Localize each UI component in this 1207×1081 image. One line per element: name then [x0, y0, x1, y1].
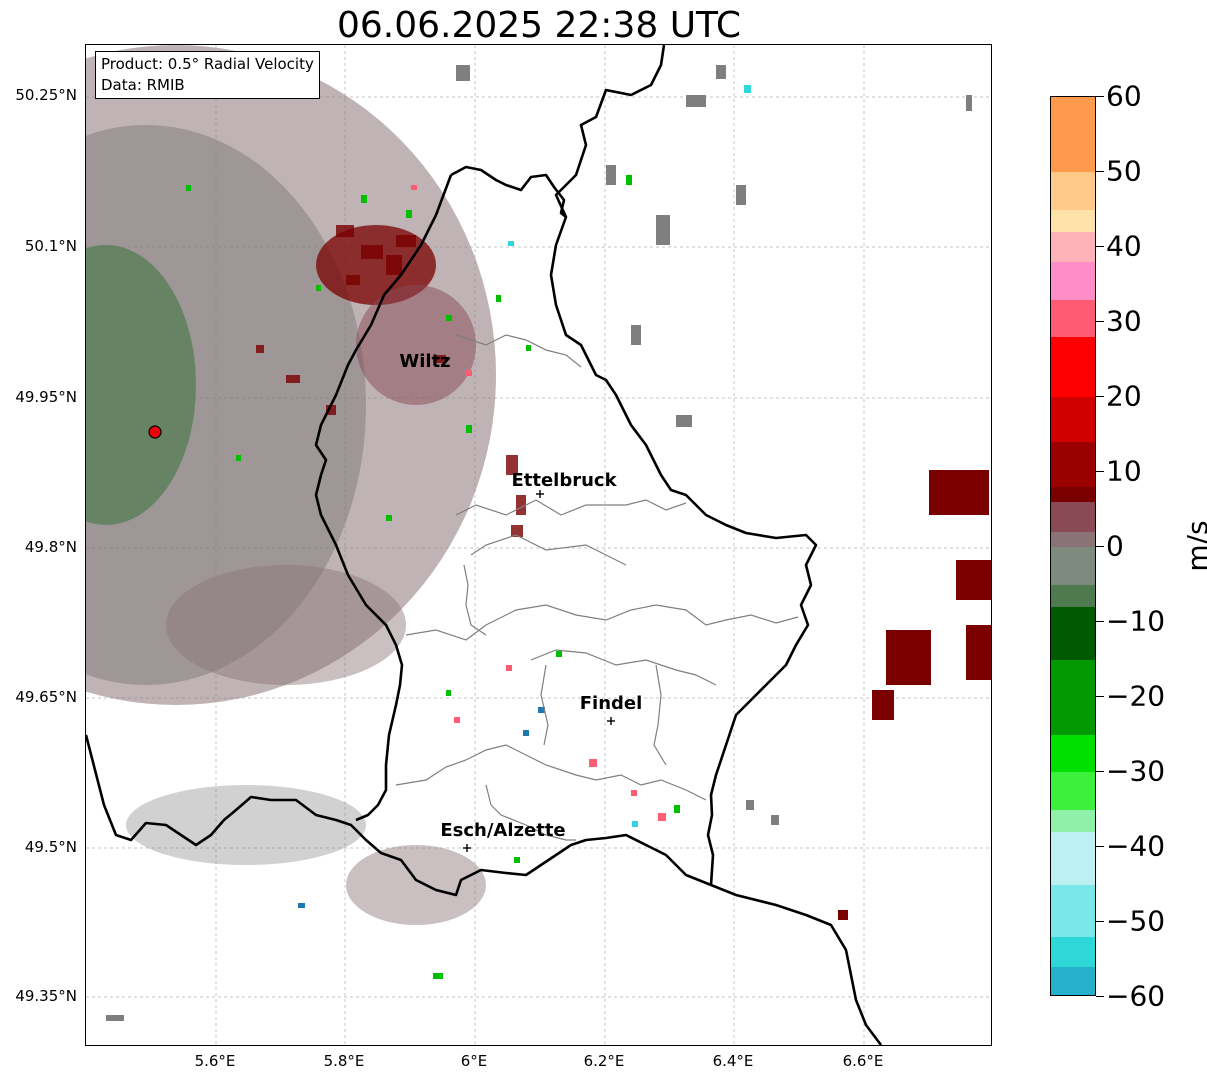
colorbar-segment [1051, 832, 1095, 885]
radar-map[interactable] [85, 44, 992, 1046]
colorbar-segment [1051, 772, 1095, 810]
colorbar-segment [1051, 809, 1095, 832]
colorbar-tick [1096, 696, 1104, 697]
lat-label: 49.5°N [24, 838, 77, 856]
colorbar-tick-label: 20 [1106, 379, 1142, 413]
colorbar-segment [1051, 262, 1095, 300]
colorbar-tick-label: −40 [1106, 829, 1166, 863]
lat-label: 49.8°N [24, 538, 77, 556]
colorbar-segment [1051, 337, 1095, 397]
colorbar-tick [1096, 546, 1104, 547]
radar-map-canvas [86, 45, 991, 1045]
map-title: 06.06.2025 22:38 UTC [336, 5, 742, 46]
colorbar-segment [1051, 502, 1095, 532]
colorbar-tick [1096, 996, 1104, 997]
colorbar-tick [1096, 771, 1104, 772]
lon-label: 6.2°E [583, 1052, 625, 1070]
colorbar-tick-label: 50 [1106, 154, 1142, 188]
lat-label: 49.95°N [15, 388, 77, 406]
radar-velocity-field [86, 45, 991, 1021]
colorbar-segment [1051, 397, 1095, 442]
colorbar-tick-label: 30 [1106, 304, 1142, 338]
colorbar-tick [1096, 246, 1104, 247]
product-label: Product: 0.5° Radial Velocity [101, 55, 314, 73]
colorbar-segment [1051, 299, 1095, 337]
lat-label: 50.1°N [24, 237, 77, 255]
lon-label: 5.6°E [194, 1052, 236, 1070]
colorbar-tick-label: −50 [1106, 904, 1166, 938]
radar-site-marker [148, 425, 162, 439]
colorbar-tick [1096, 96, 1104, 97]
colorbar-segment [1051, 532, 1095, 547]
colorbar-segment [1051, 884, 1095, 937]
colorbar-segment [1051, 442, 1095, 487]
colorbar-tick-label: −20 [1106, 679, 1166, 713]
colorbar-tick-label: 10 [1106, 454, 1142, 488]
velocity-colorbar [1050, 96, 1096, 996]
colorbar-segment [1051, 734, 1095, 772]
colorbar-tick-label: 0 [1106, 529, 1124, 563]
country-borders [86, 45, 883, 1045]
colorbar-segment [1051, 584, 1095, 607]
colorbar-tick [1096, 321, 1104, 322]
lat-label: 50.25°N [15, 86, 77, 104]
city-label-esch-alzette: Esch/Alzette [440, 820, 566, 841]
colorbar-segment [1051, 937, 1095, 967]
lon-label: 6.4°E [712, 1052, 754, 1070]
canton-boundaries [395, 334, 799, 841]
colorbar-segment [1051, 487, 1095, 502]
colorbar-tick [1096, 171, 1104, 172]
colorbar-segment [1051, 172, 1095, 210]
city-label-ettelbruck: Ettelbruck [511, 470, 617, 491]
colorbar-tick [1096, 921, 1104, 922]
lon-label: 6°E [460, 1052, 488, 1070]
colorbar-segment [1051, 967, 1095, 995]
colorbar-tick-label: 60 [1106, 79, 1142, 113]
colorbar-segment [1051, 209, 1095, 232]
colorbar-segment [1051, 547, 1095, 585]
lon-label: 6.6°E [842, 1052, 884, 1070]
lon-label: 5.8°E [323, 1052, 365, 1070]
lat-label: 49.65°N [15, 688, 77, 706]
product-info-box: Product: 0.5° Radial Velocity Data: RMIB [95, 51, 320, 99]
data-source-label: Data: RMIB [101, 76, 185, 94]
city-label-findel: Findel [579, 693, 643, 714]
lat-label: 49.35°N [15, 987, 77, 1005]
colorbar-segment [1051, 607, 1095, 660]
city-label-wiltz: Wiltz [399, 351, 451, 372]
colorbar-tick [1096, 396, 1104, 397]
colorbar-tick-label: −60 [1106, 979, 1166, 1013]
colorbar-segment [1051, 659, 1095, 735]
colorbar-segment [1051, 232, 1095, 262]
colorbar-tick [1096, 621, 1104, 622]
colorbar-segment [1051, 97, 1095, 172]
colorbar-tick [1096, 846, 1104, 847]
city-markers [463, 490, 615, 852]
colorbar-tick-label: −30 [1106, 754, 1166, 788]
colorbar-tick-label: 40 [1106, 229, 1142, 263]
colorbar-tick-label: −10 [1106, 604, 1166, 638]
colorbar-unit-label: m/s [1181, 520, 1207, 572]
colorbar-tick [1096, 471, 1104, 472]
